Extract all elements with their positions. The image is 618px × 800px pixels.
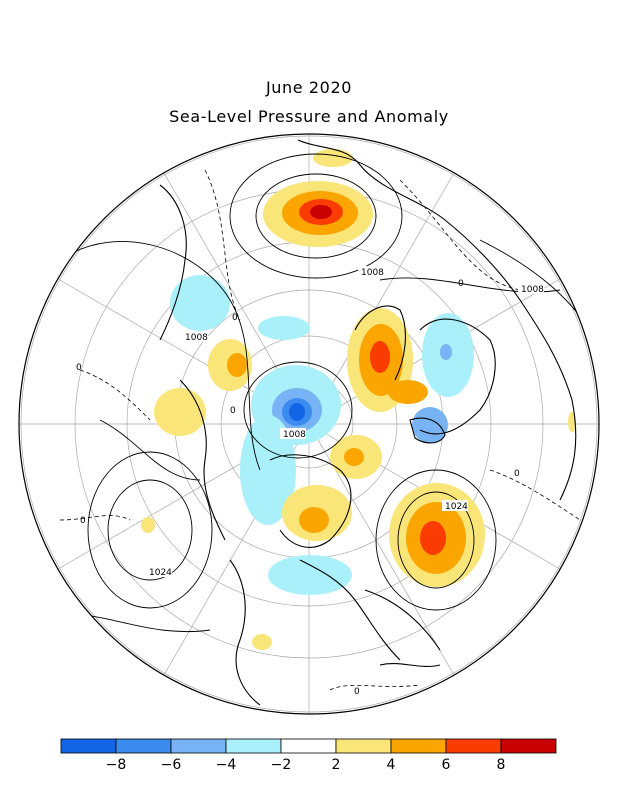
- legend-tick-label: 8: [497, 757, 506, 773]
- contour-label: 1008: [361, 268, 384, 278]
- legend-color-box: [225, 738, 282, 754]
- legend-tick-label: 4: [387, 757, 396, 773]
- legend-tick-label: −4: [216, 757, 237, 773]
- contour-label: 0: [458, 279, 464, 289]
- contour-label: 1008: [521, 285, 544, 295]
- contour-label: 1008: [283, 430, 306, 440]
- legend-tick-label: 6: [442, 757, 451, 773]
- contour-labels: 1008 1008 1008 1008 1024 1024 0 0 0 0 0 …: [76, 266, 544, 697]
- contour-label: 1024: [149, 568, 172, 578]
- map-boundary: [18, 133, 600, 715]
- legend-tick-label: −2: [271, 757, 292, 773]
- anomaly-shading: [141, 149, 576, 650]
- legend-color-box: [280, 738, 337, 754]
- legend-color-box: [500, 738, 557, 754]
- anomaly-zero-contours: [59, 169, 581, 691]
- contour-label: 1008: [185, 333, 208, 343]
- legend-tick-label: −8: [106, 757, 127, 773]
- contour-label: 0: [76, 363, 82, 373]
- legend-color-box: [170, 738, 227, 754]
- legend-color-box: [115, 738, 172, 754]
- contour-label: 0: [354, 687, 360, 697]
- legend-tick-label: 2: [332, 757, 341, 773]
- contour-label: 0: [80, 516, 86, 526]
- map-subtitle: Sea-Level Pressure and Anomaly: [169, 107, 449, 126]
- contour-label: 0: [232, 313, 238, 323]
- legend-color-box: [335, 738, 392, 754]
- legend-color-box: [390, 738, 447, 754]
- contour-label: 1024: [445, 502, 468, 512]
- contour-label: 0: [230, 406, 236, 416]
- legend-tick-label: −6: [161, 757, 182, 773]
- map-title: June 2020: [265, 78, 353, 97]
- legend-color-box: [445, 738, 502, 754]
- coastlines: [159, 139, 577, 706]
- legend-color-box: [60, 738, 117, 754]
- contour-label: 0: [514, 469, 520, 479]
